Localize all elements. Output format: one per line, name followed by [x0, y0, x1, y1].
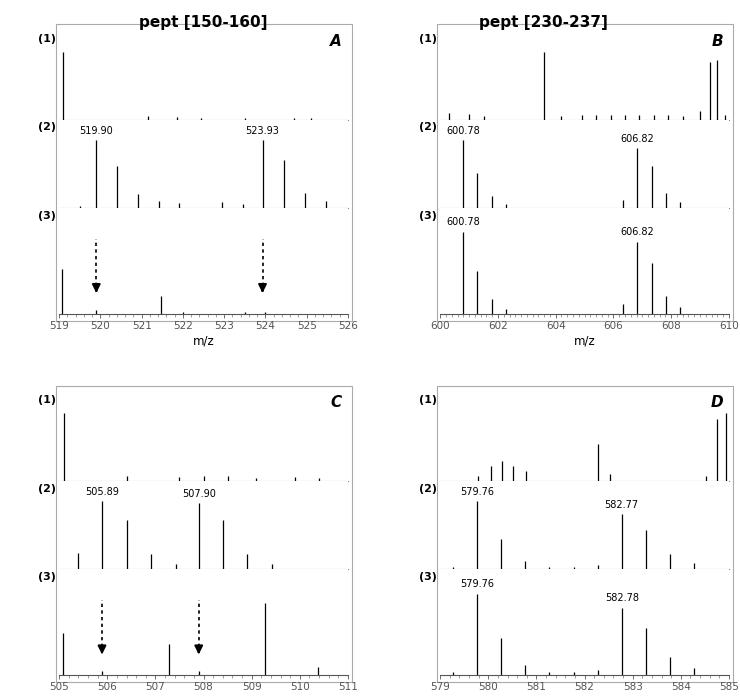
Text: 582.77: 582.77 — [605, 500, 639, 509]
Text: 579.76: 579.76 — [460, 579, 494, 589]
Text: 519.90: 519.90 — [79, 126, 113, 136]
Text: (3): (3) — [420, 211, 437, 221]
Text: (1): (1) — [420, 395, 437, 405]
Text: pept [150-160]: pept [150-160] — [139, 15, 268, 31]
Text: (1): (1) — [38, 34, 56, 44]
Text: (3): (3) — [420, 572, 437, 583]
Text: 582.78: 582.78 — [605, 594, 639, 603]
Text: pept [230-237]: pept [230-237] — [480, 15, 608, 31]
Text: (2): (2) — [420, 484, 437, 493]
Text: (1): (1) — [420, 34, 437, 44]
Text: 606.82: 606.82 — [620, 134, 654, 144]
Text: 600.78: 600.78 — [446, 126, 480, 136]
Text: (2): (2) — [38, 484, 56, 493]
Text: B: B — [711, 34, 723, 49]
Text: (3): (3) — [38, 211, 56, 221]
Text: (2): (2) — [38, 122, 56, 132]
Text: (1): (1) — [38, 395, 56, 405]
Text: 579.76: 579.76 — [460, 487, 494, 497]
Text: 600.78: 600.78 — [446, 217, 480, 228]
X-axis label: m/z: m/z — [192, 335, 215, 348]
Text: (3): (3) — [38, 572, 56, 583]
Text: (2): (2) — [420, 122, 437, 132]
X-axis label: m/z: m/z — [574, 335, 596, 348]
Text: C: C — [331, 395, 342, 411]
Text: 606.82: 606.82 — [620, 227, 654, 237]
Text: D: D — [710, 395, 723, 411]
Text: 505.89: 505.89 — [85, 487, 119, 497]
Text: 507.90: 507.90 — [182, 489, 215, 499]
Text: 523.93: 523.93 — [246, 126, 280, 136]
Text: A: A — [330, 34, 342, 49]
